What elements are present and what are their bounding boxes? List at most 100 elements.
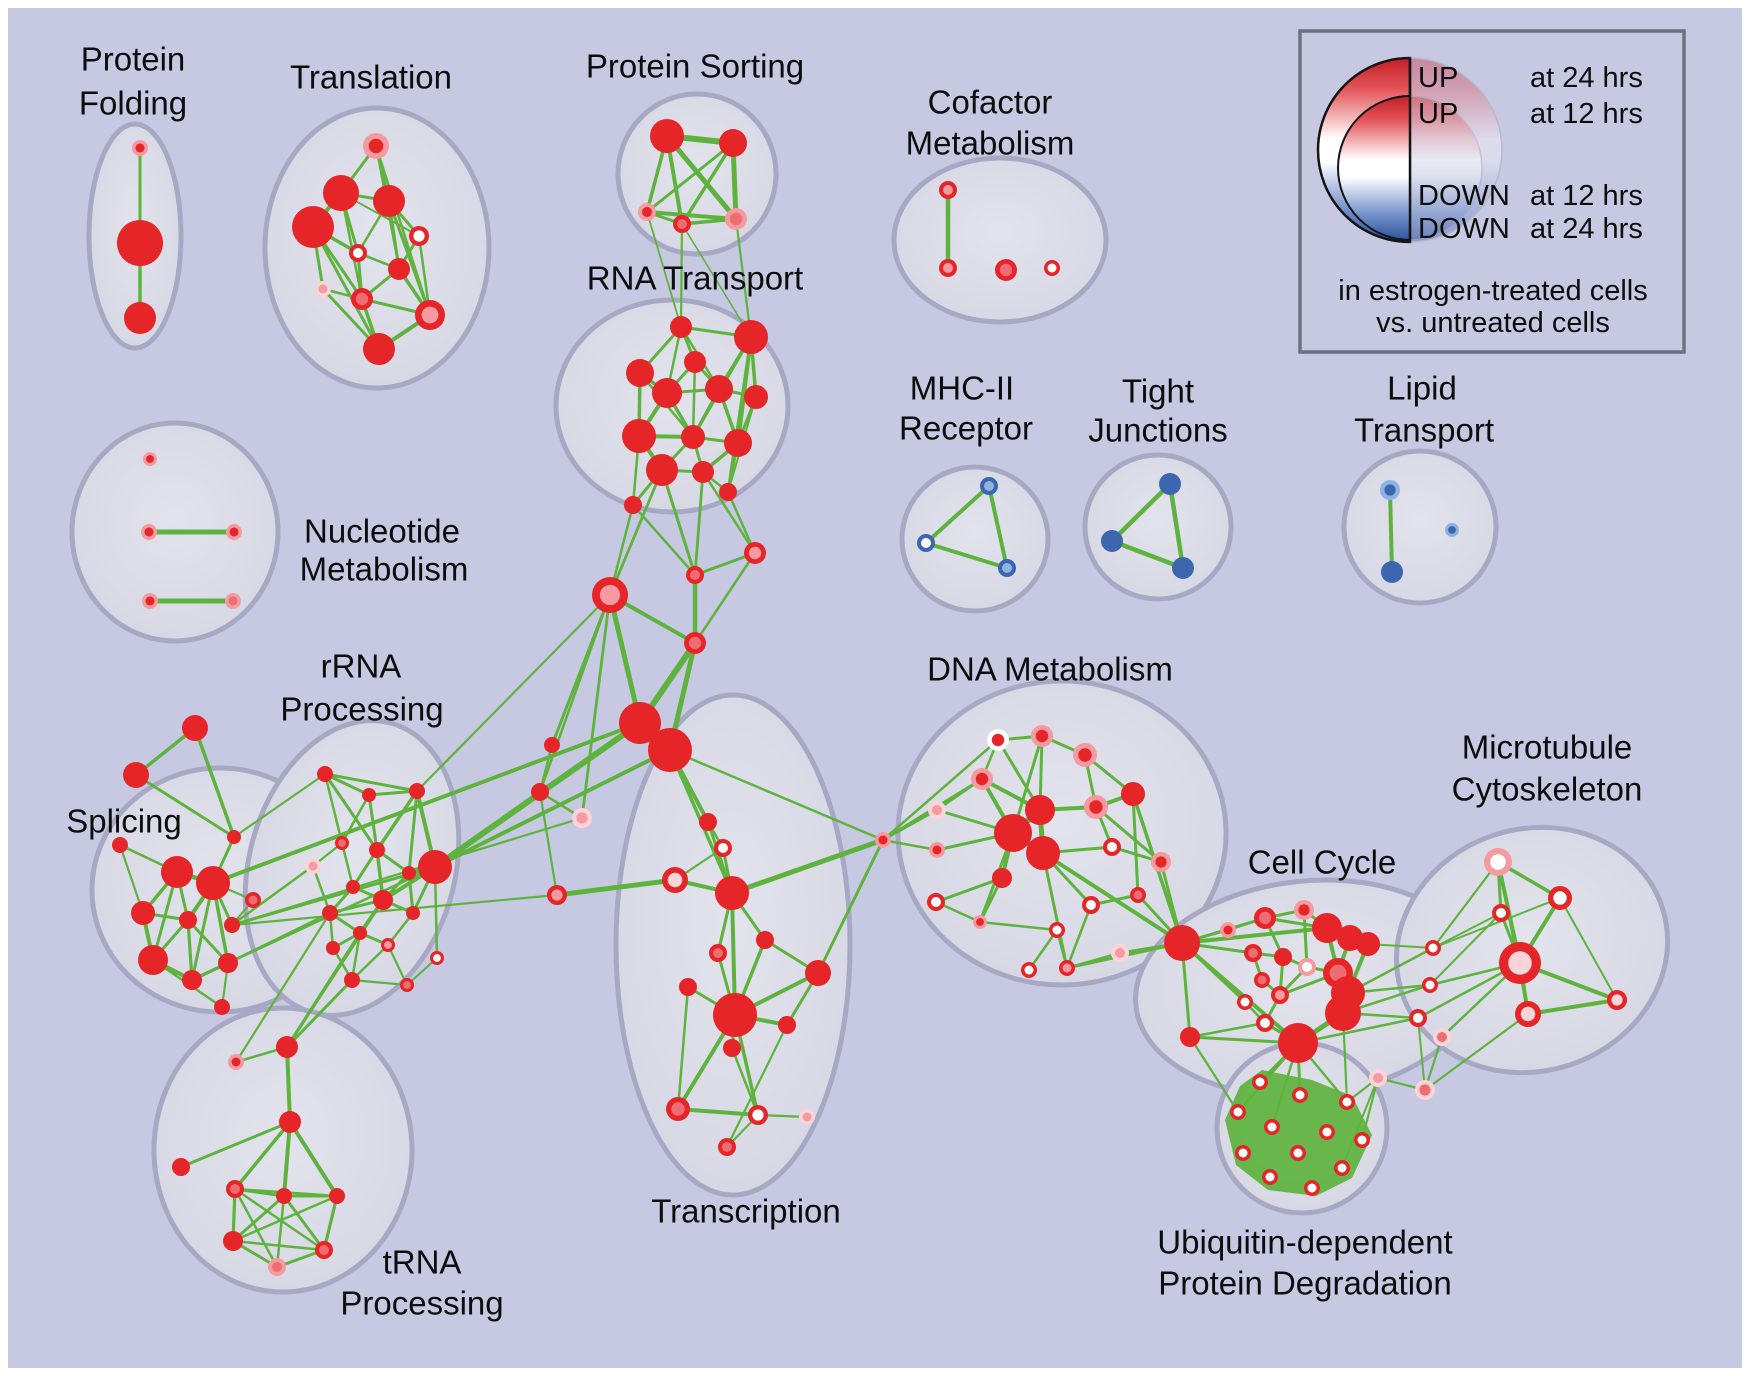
- network-node: [323, 175, 359, 211]
- legend-direction-label: DOWN: [1418, 180, 1510, 212]
- network-node: [315, 281, 331, 297]
- cluster-label-tight-junctions: Junctions: [1088, 412, 1227, 449]
- network-node: [1254, 907, 1276, 929]
- network-node: [344, 972, 360, 988]
- network-node: [132, 140, 148, 156]
- cluster-ellipse-trna-processing: [151, 1005, 415, 1295]
- network-node: [276, 1036, 298, 1058]
- cluster-label-rrna-processing: Processing: [280, 691, 443, 728]
- network-edge: [1431, 860, 1500, 950]
- network-node: [172, 1158, 190, 1176]
- network-node: [1354, 1132, 1370, 1148]
- legend-wheel-inner-right: [1409, 95, 1483, 241]
- network-node: [1172, 557, 1194, 579]
- network-edge: [1180, 926, 1329, 945]
- network-node: [1082, 896, 1100, 914]
- network-edge: [538, 593, 612, 794]
- network-node: [652, 378, 682, 408]
- network-edge: [676, 1107, 760, 1117]
- network-node: [245, 892, 261, 908]
- cluster-label-dna-metabolism: DNA Metabolism: [927, 651, 1173, 688]
- network-node: [402, 866, 416, 880]
- network-edge: [134, 773, 236, 839]
- legend-time-label: at 24 hrs: [1530, 62, 1643, 94]
- network-edge: [881, 808, 939, 842]
- cluster-label-protein-folding: Protein: [81, 41, 186, 78]
- network-node: [724, 429, 752, 457]
- network-edge: [1341, 1077, 1379, 1169]
- network-edge: [924, 484, 991, 545]
- network-node: [1244, 944, 1262, 962]
- network-edge: [680, 141, 735, 226]
- network-node: [927, 893, 945, 911]
- network-edge: [729, 837, 886, 896]
- network-node: [388, 258, 410, 280]
- network-node: [1433, 1028, 1451, 1046]
- network-edge: [1094, 805, 1163, 864]
- network-edge: [233, 1187, 279, 1269]
- legend-direction-label: UP: [1418, 98, 1458, 130]
- network-node: [684, 632, 706, 654]
- network-edge: [1432, 912, 1502, 949]
- network-node: [929, 842, 945, 858]
- network-node: [142, 593, 158, 609]
- network-edge: [924, 541, 1009, 570]
- network-node: [143, 452, 157, 466]
- network-edge: [1167, 481, 1186, 571]
- network-edge: [350, 978, 409, 987]
- network-edge: [1109, 538, 1186, 571]
- network-node: [1278, 1023, 1318, 1063]
- network-node: [1164, 925, 1200, 961]
- network-node: [692, 461, 714, 483]
- network-edge: [186, 918, 194, 982]
- network-node: [1262, 1169, 1278, 1185]
- network-edge: [234, 911, 332, 1064]
- network-edge: [645, 141, 735, 214]
- network-node: [1230, 1104, 1246, 1120]
- network-edge: [285, 1045, 292, 1124]
- network-node: [1492, 904, 1510, 922]
- network-node: [1290, 1145, 1306, 1161]
- network-node: [112, 837, 128, 853]
- network-edge: [230, 864, 315, 927]
- network-node: [662, 867, 688, 893]
- network-node: [723, 1039, 741, 1057]
- network-edge: [179, 1120, 292, 1169]
- cluster-label-nucleotide-metabolism: Metabolism: [300, 551, 469, 588]
- network-edge: [1188, 1035, 1240, 1114]
- network-node: [1298, 958, 1316, 976]
- network-node: [1339, 1094, 1355, 1110]
- network-node: [1445, 523, 1459, 537]
- network-edge: [231, 1194, 339, 1243]
- network-node: [196, 866, 230, 900]
- network-node: [1415, 1080, 1435, 1100]
- network-edge: [322, 1194, 339, 1252]
- network-node: [686, 566, 704, 584]
- network-node: [1254, 972, 1270, 988]
- network-edge: [230, 893, 559, 927]
- network-node: [1381, 561, 1403, 583]
- network-node: [1101, 530, 1123, 552]
- cluster-label-protein-folding: Folding: [79, 85, 187, 122]
- network-node: [322, 905, 338, 921]
- network-node: [1026, 836, 1060, 870]
- network-node: [179, 911, 197, 929]
- network-node: [1356, 932, 1380, 956]
- network-node: [744, 542, 766, 564]
- network-node: [1274, 948, 1292, 966]
- cluster-label-mhc-ii-receptor: MHC-II: [910, 370, 1014, 407]
- network-node: [681, 425, 705, 449]
- network-node: [1049, 922, 1065, 938]
- network-edge: [1027, 928, 1059, 972]
- network-edge: [734, 217, 753, 339]
- network-edge: [693, 470, 705, 577]
- network-node: [1271, 986, 1289, 1004]
- network-node: [292, 206, 334, 248]
- network-edge: [1360, 1076, 1380, 1142]
- network-node: [138, 945, 168, 975]
- network-edge: [1065, 903, 1093, 970]
- network-node: [1304, 1180, 1320, 1196]
- network-edge: [1388, 488, 1394, 574]
- network-node: [415, 300, 445, 330]
- cluster-label-trna-processing: Processing: [340, 1285, 503, 1322]
